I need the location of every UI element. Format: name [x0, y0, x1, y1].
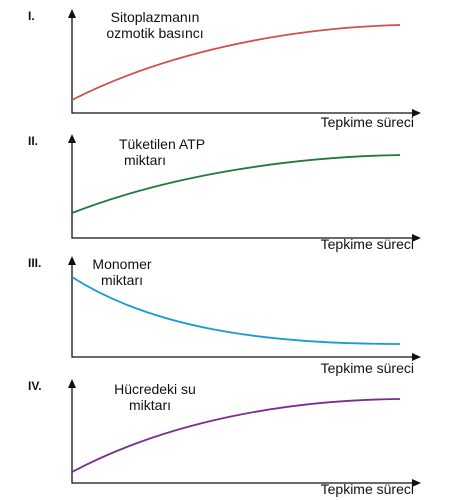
panel-numeral: III.: [28, 256, 41, 270]
panel: I. Sitoplazmanın ozmotik basıncı Tepkime…: [28, 9, 421, 130]
curve: [71, 24, 401, 101]
y-label: ozmotik basıncı: [106, 25, 203, 41]
arrow: [412, 353, 421, 361]
panel: IV. Hücredeki su miktarı Tepkime süreci: [28, 379, 421, 497]
y-label: miktarı: [101, 272, 143, 288]
y-label: Sitoplazmanın: [111, 9, 200, 25]
axes: [71, 16, 414, 114]
arrow: [412, 234, 421, 242]
panel: III. Monomer miktarı Tepkime süreci: [28, 256, 421, 376]
x-label: Tepkime süreci: [321, 236, 414, 252]
y-label: Hücredeki su: [114, 381, 196, 397]
y-label: Tüketilen ATP: [119, 136, 205, 152]
curve: [71, 398, 401, 473]
arrow: [68, 256, 76, 265]
panel-numeral: I.: [28, 9, 35, 23]
axes: [71, 386, 414, 484]
curve: [71, 276, 401, 345]
panel: II. Tüketilen ATP miktarı Tepkime süreci: [28, 134, 421, 252]
arrow: [68, 134, 76, 143]
arrow: [412, 109, 421, 117]
arrow: [68, 9, 76, 18]
x-label: Tepkime süreci: [321, 481, 414, 497]
y-label: miktarı: [124, 152, 166, 168]
curve: [71, 154, 401, 214]
y-label: Monomer: [92, 256, 151, 272]
panel-numeral: II.: [28, 134, 38, 148]
arrow: [412, 479, 421, 487]
arrow: [68, 379, 76, 388]
x-label: Tepkime süreci: [321, 114, 414, 130]
panel-numeral: IV.: [28, 379, 42, 393]
x-label: Tepkime süreci: [321, 360, 414, 376]
axes: [71, 141, 414, 239]
y-label: miktarı: [129, 397, 171, 413]
axes: [71, 263, 414, 358]
